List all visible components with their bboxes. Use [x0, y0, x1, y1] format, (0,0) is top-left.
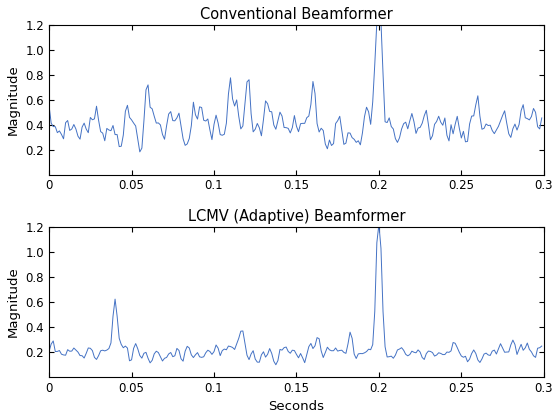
Title: LCMV (Adaptive) Beamformer: LCMV (Adaptive) Beamformer: [188, 209, 405, 224]
X-axis label: Seconds: Seconds: [268, 400, 324, 413]
Y-axis label: Magnitude: Magnitude: [7, 64, 20, 135]
Y-axis label: Magnitude: Magnitude: [7, 266, 20, 337]
Title: Conventional Beamformer: Conventional Beamformer: [200, 7, 393, 22]
